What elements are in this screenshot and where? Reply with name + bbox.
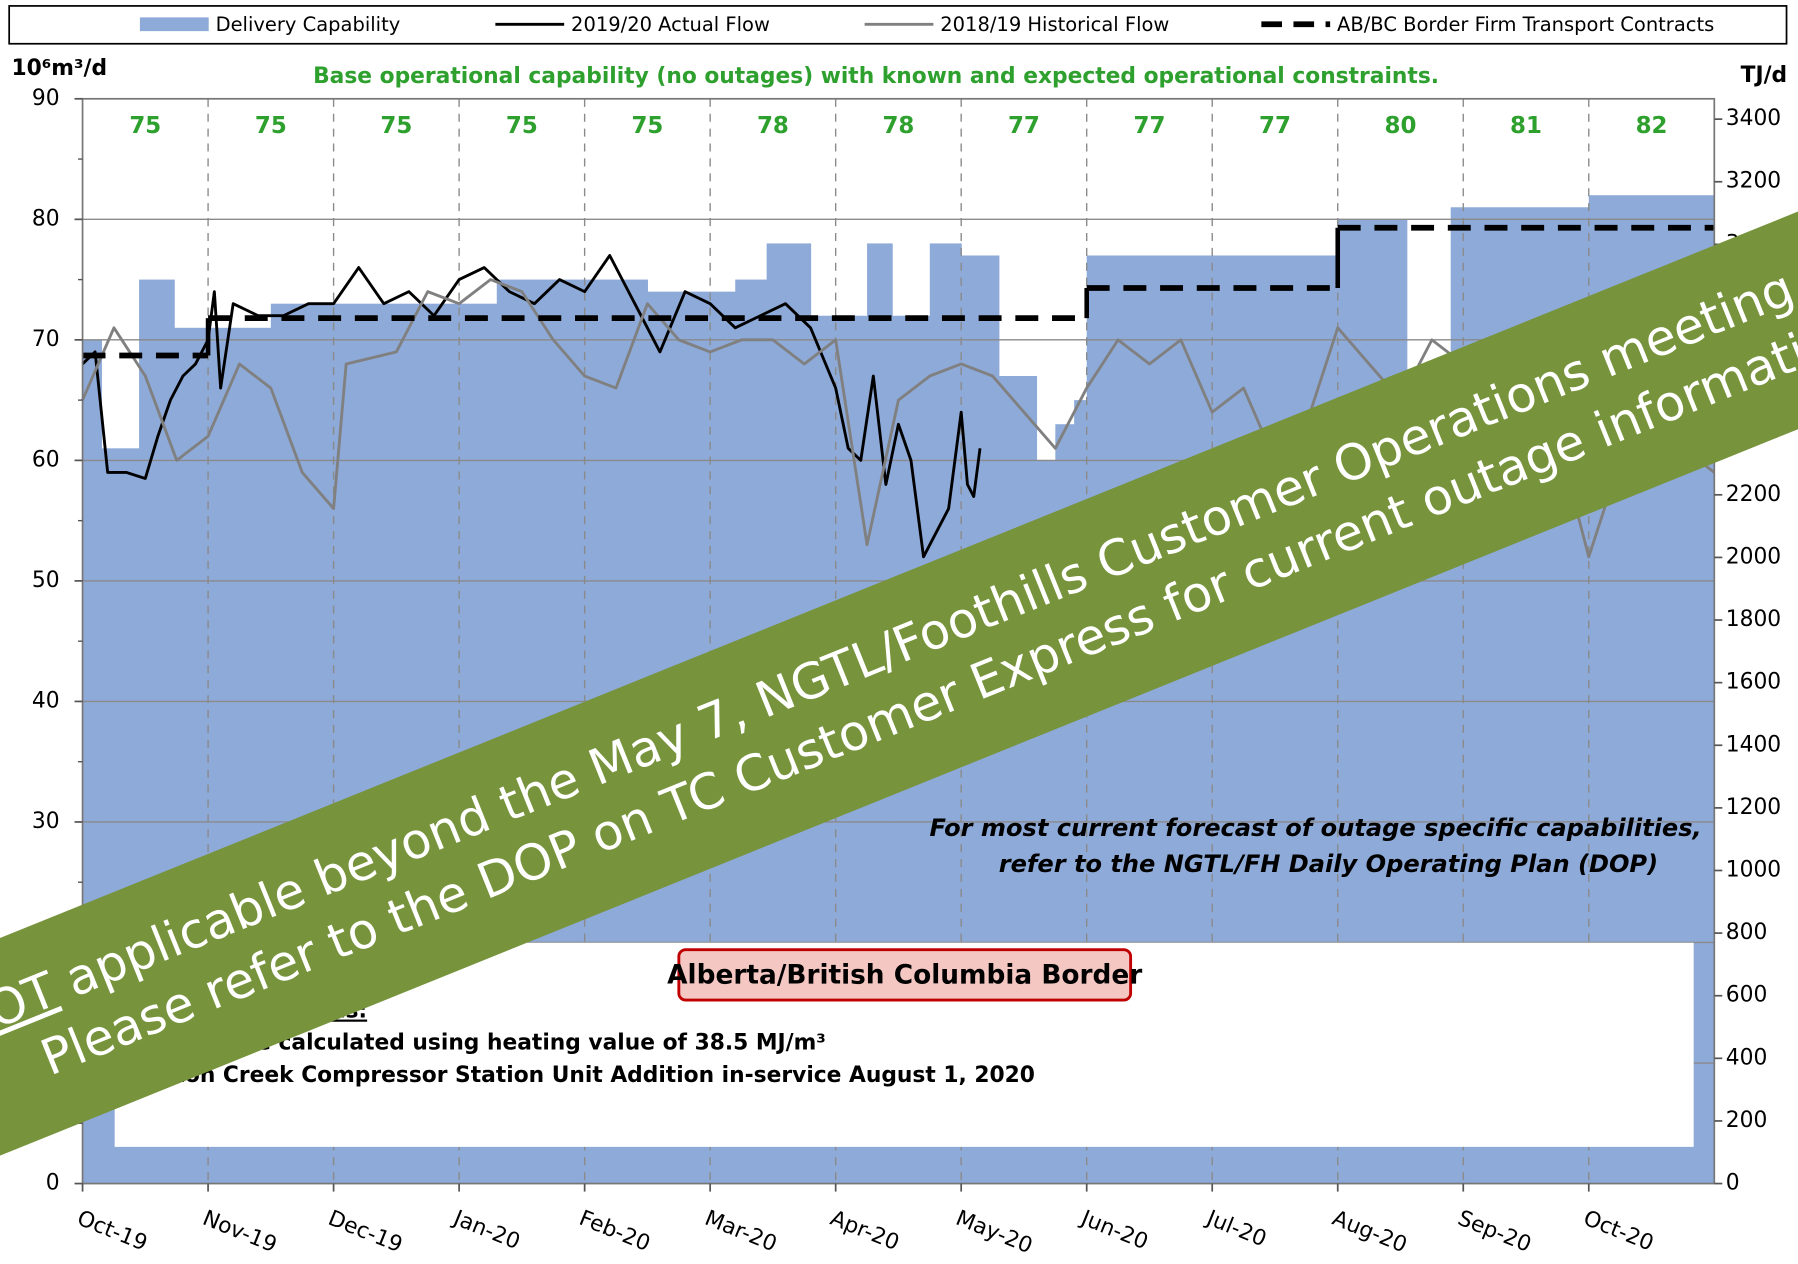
x-tick-label: Nov-19 — [199, 1206, 280, 1258]
flow-line — [81, 278, 1716, 559]
month-capability: 77 — [1259, 113, 1291, 139]
y2-tick-label: 2200 — [1726, 482, 1781, 507]
y2-tick-label: 3400 — [1726, 106, 1781, 131]
month-capability: 75 — [255, 113, 287, 139]
y-tick-label: 40 — [32, 688, 60, 713]
month-capability: 80 — [1385, 113, 1417, 139]
y-tick-label: 0 — [46, 1171, 60, 1196]
legend-label: 2019/20 Actual Flow — [571, 13, 770, 36]
chart-title: Base operational capability (no outages)… — [313, 64, 1439, 89]
location-box — [677, 948, 1133, 1002]
legend-swatch — [139, 17, 209, 32]
x-tick-label: Oct-19 — [73, 1206, 150, 1257]
month-capability: 75 — [129, 113, 161, 139]
y-tick-label: 90 — [32, 86, 60, 111]
note: refer to the NGTL/FH Daily Operating Pla… — [999, 850, 1658, 878]
y2-axis-label: TJ/d — [1741, 63, 1787, 88]
y-tick-label: 50 — [32, 568, 60, 593]
month-capability: 75 — [631, 113, 663, 139]
legend-label: 2018/19 Historical Flow — [940, 13, 1169, 36]
flow-line — [81, 254, 982, 559]
y2-tick-label: 1400 — [1726, 732, 1781, 757]
y-tick-label: 70 — [32, 327, 60, 352]
y2-tick-label: 1000 — [1726, 857, 1781, 882]
y-tick-label: 30 — [32, 809, 60, 834]
month-capability: 78 — [882, 113, 914, 139]
month-capability: 78 — [757, 113, 789, 139]
y2-tick-label: 600 — [1726, 983, 1768, 1008]
y-tick-label: 60 — [32, 447, 60, 472]
month-capability: 75 — [506, 113, 538, 139]
month-capability: 82 — [1636, 113, 1668, 139]
x-tick-label: Oct-20 — [1580, 1206, 1657, 1257]
y2-tick-label: 400 — [1726, 1045, 1768, 1070]
month-capability: 77 — [1008, 113, 1040, 139]
y2-tick-label: 1600 — [1726, 670, 1781, 695]
x-tick-label: Aug-20 — [1329, 1206, 1411, 1258]
y2-tick-label: 1200 — [1726, 795, 1781, 820]
y2-tick-label: 3200 — [1726, 169, 1781, 194]
x-tick-label: Sep-20 — [1454, 1206, 1534, 1258]
y-axis-label: 10⁶m³/d — [11, 56, 107, 81]
banner-band — [0, 117, 1798, 1250]
y2-tick-label: 1800 — [1726, 607, 1781, 632]
month-capability: 81 — [1510, 113, 1542, 139]
y2-tick-label: 200 — [1726, 1108, 1768, 1133]
x-tick-label: May-20 — [952, 1206, 1036, 1259]
y-tick-label: 80 — [32, 206, 60, 231]
legend-label: Delivery Capability — [216, 13, 401, 36]
note: For most current forecast of outage spec… — [930, 814, 1702, 842]
x-tick-label: Dec-19 — [325, 1206, 406, 1258]
legend-label: AB/BC Border Firm Transport Contracts — [1337, 13, 1714, 36]
x-tick-label: Jan-20 — [448, 1205, 523, 1255]
assumption: arton Creek Compressor Station Unit Addi… — [149, 1063, 1035, 1088]
y2-tick-label: 2000 — [1726, 544, 1781, 569]
month-capability: 77 — [1134, 113, 1166, 139]
x-tick-label: Jul-20 — [1201, 1205, 1270, 1252]
y2-tick-label: 800 — [1726, 920, 1768, 945]
x-tick-label: Mar-20 — [701, 1206, 780, 1257]
location-label: Alberta/British Columbia Border — [667, 961, 1142, 991]
x-tick-label: Jun-20 — [1076, 1205, 1152, 1255]
x-tick-label: Feb-20 — [576, 1206, 654, 1257]
y2-tick-label: 0 — [1726, 1171, 1740, 1196]
month-capability: 75 — [380, 113, 412, 139]
x-tick-label: Apr-20 — [827, 1206, 903, 1256]
